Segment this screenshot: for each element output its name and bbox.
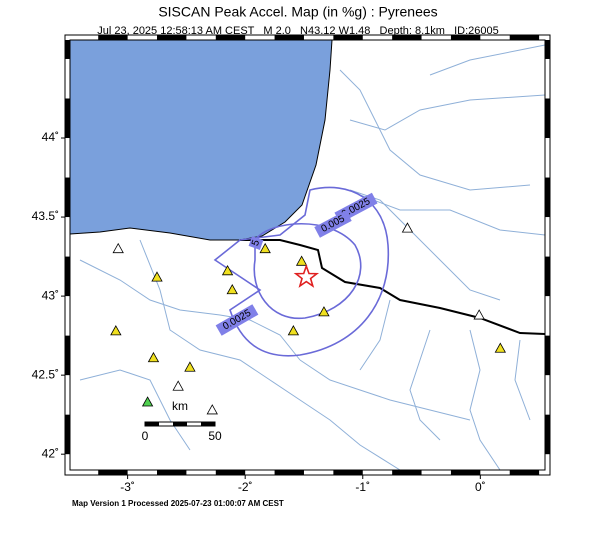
contour-label: 5	[248, 236, 264, 250]
frame-band	[65, 256, 70, 297]
frame-band	[157, 470, 187, 475]
frame-band	[545, 98, 550, 139]
frame-band	[65, 98, 70, 139]
map-subtitle: Jul 23, 2025 12:58:13 AM CEST M 2.0 N43.…	[97, 25, 499, 37]
y-tick-label: 42˚	[42, 446, 59, 460]
y-tick-label: 42.5˚	[32, 367, 59, 381]
frame-band	[215, 35, 246, 40]
frame-band	[157, 35, 187, 40]
station	[401, 222, 414, 233]
scale-bar: km 0 50	[142, 399, 222, 443]
frame-band	[392, 470, 422, 475]
frame-band	[509, 470, 540, 475]
x-tick-label: -2˚	[238, 480, 253, 494]
frame-band	[215, 470, 246, 475]
station	[206, 404, 218, 415]
frame-band	[98, 35, 128, 40]
frame-band	[333, 470, 363, 475]
station	[141, 396, 154, 407]
frame-band	[392, 35, 422, 40]
station	[221, 264, 234, 276]
frame-band	[274, 470, 304, 475]
station	[147, 351, 160, 363]
frame-band	[65, 414, 70, 455]
station	[151, 271, 163, 282]
station	[226, 283, 238, 295]
frame-band	[274, 35, 304, 40]
scale-unit: km	[172, 399, 188, 413]
epicenter	[293, 263, 320, 288]
frame-band	[545, 414, 550, 455]
scale-bar-seg	[145, 422, 159, 426]
contour-label-box	[215, 304, 259, 336]
frame-band	[545, 256, 550, 297]
scale-bar-seg	[201, 422, 215, 426]
frame-band	[65, 40, 70, 59]
x-tick-label: 0˚	[475, 480, 486, 494]
contour-label-box	[248, 236, 264, 250]
contour-label-text: 5	[250, 238, 262, 247]
station	[112, 242, 124, 254]
map-title: SISCAN Peak Accel. Map (in %g) : Pyrenee…	[158, 4, 437, 20]
frame-band	[545, 335, 550, 376]
station	[473, 309, 485, 320]
y-tick-label: 43˚	[42, 288, 59, 302]
y-tick-label: 43.5˚	[32, 209, 59, 223]
frame-outline	[64, 34, 551, 476]
station	[259, 242, 271, 254]
map-frame	[64, 34, 551, 476]
scale-end: 50	[208, 429, 222, 443]
border	[240, 239, 545, 335]
station	[494, 342, 507, 353]
frame-inner	[69, 39, 546, 471]
map-area	[70, 40, 545, 470]
station	[287, 325, 300, 336]
footer: Map Version 1 Processed 2025-07-23 01:00…	[72, 499, 284, 508]
frame-band	[98, 470, 128, 475]
frame-band	[65, 177, 70, 218]
x-tick-label: -1˚	[355, 480, 370, 494]
frame-band	[450, 35, 481, 40]
scale-bar-seg	[173, 422, 187, 426]
frame-band	[509, 35, 540, 40]
station	[110, 325, 122, 336]
frame-band	[65, 335, 70, 376]
frame-band	[450, 470, 481, 475]
frame-band	[545, 177, 550, 218]
contour-label-box	[314, 210, 352, 238]
x-tick-label: -3˚	[120, 480, 135, 494]
scale-start: 0	[142, 429, 149, 443]
frame-band	[333, 35, 363, 40]
station	[184, 361, 196, 372]
station	[295, 255, 308, 266]
station	[172, 380, 184, 391]
rivers	[79, 44, 545, 470]
frame-band	[545, 40, 550, 59]
y-tick-label: 44˚	[42, 130, 59, 144]
station	[318, 306, 330, 317]
sea	[70, 40, 333, 241]
